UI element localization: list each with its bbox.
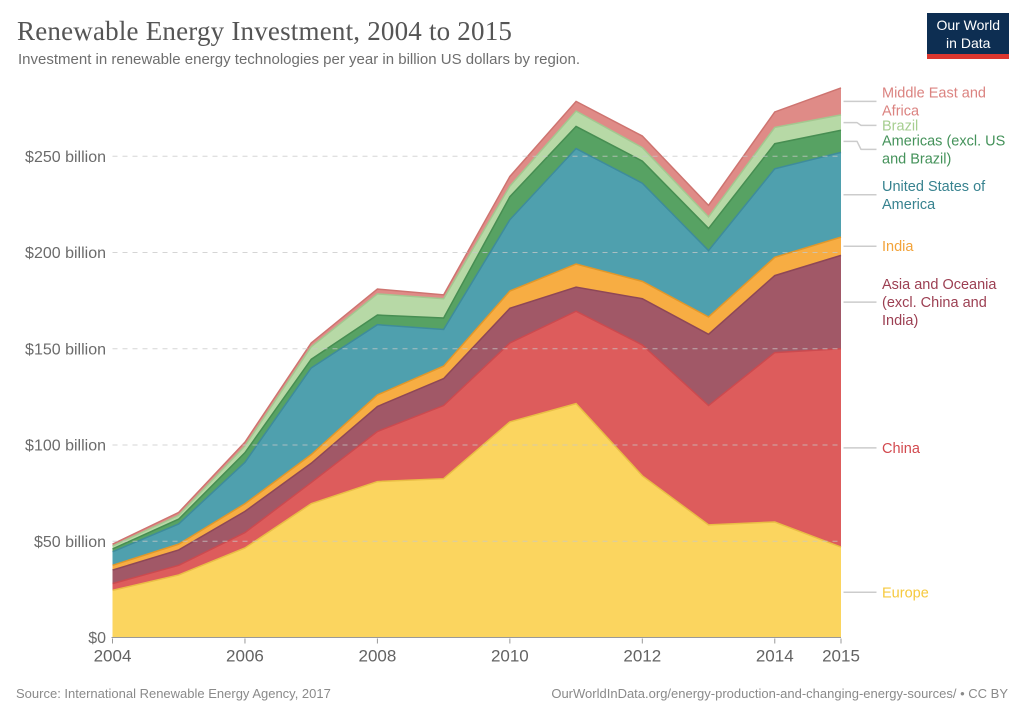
x-axis-label-2010: 2010 [491,647,529,666]
area-line-brazil [112,110,842,547]
owid-logo-line2: in Data [946,35,991,51]
source-note: Source: International Renewable Energy A… [16,686,331,701]
x-axis-label-2008: 2008 [358,647,396,666]
area-line-asia-and-oceania-excl-china-and-india [112,254,842,571]
legend-label-india[interactable]: India [882,239,914,255]
page-title: Renewable Energy Investment, 2004 to 201… [17,16,513,46]
legend-label-asia-and-oceania-excl-china-and-india[interactable]: Asia and Oceania (excl. China and India) [882,277,997,329]
owid-logo-box: Our World in Data [927,13,1009,54]
legend-label-middle-east-and-africa[interactable]: Middle East and Africa [882,85,986,119]
owid-logo-line1: Our World [936,17,1000,33]
x-axis-label-2004: 2004 [94,647,132,666]
y-axis-label-250: $250 billion [25,149,106,166]
legend-label-china[interactable]: China [882,441,921,457]
area-line-united-states-of-america [112,147,842,553]
area-united-states-of-america[interactable] [112,148,842,566]
x-axis-label-2012: 2012 [623,647,661,666]
area-india[interactable] [112,237,842,571]
area-line-india [112,236,842,567]
area-europe[interactable] [112,403,842,638]
y-axis-label-0: $0 [88,630,106,647]
area-china[interactable] [112,311,842,591]
attribution-note: OurWorldInData.org/energy-production-and… [551,686,1008,701]
legend-label-brazil[interactable]: Brazil [882,118,918,134]
legend-connector-brazil [843,121,877,127]
legend-label-europe[interactable]: Europe [882,585,929,601]
y-axis-label-50: $50 billion [34,534,106,551]
y-axis-label-100: $100 billion [25,438,106,455]
area-americas-excl-us-and-brazil[interactable] [112,126,842,552]
chart-subtitle: Investment in renewable energy technolog… [18,51,580,68]
legend-label-americas-excl-us-and-brazil[interactable]: Americas (excl. US and Brazil) [882,133,1005,167]
area-line-americas-excl-us-and-brazil [112,125,842,550]
area-line-middle-east-and-africa [112,87,842,545]
x-axis-label-2015: 2015 [822,647,860,666]
y-axis-label-200: $200 billion [25,245,106,262]
x-axis-label-2014: 2014 [756,647,794,666]
area-line-europe [112,402,842,592]
legend-connector-americas-excl-us-and-brazil [843,140,877,151]
owid-logo[interactable]: Our World in Data [927,13,1009,59]
x-axis-label-2006: 2006 [226,647,264,666]
legend-label-united-states-of-america[interactable]: United States of America [882,179,986,213]
area-line-china [112,310,842,585]
y-axis-label-150: $150 billion [25,341,106,358]
area-middle-east-and-africa[interactable] [112,87,842,547]
owid-logo-red-bar [927,54,1009,59]
area-asia-and-oceania-excl-china-and-india[interactable] [112,255,842,584]
